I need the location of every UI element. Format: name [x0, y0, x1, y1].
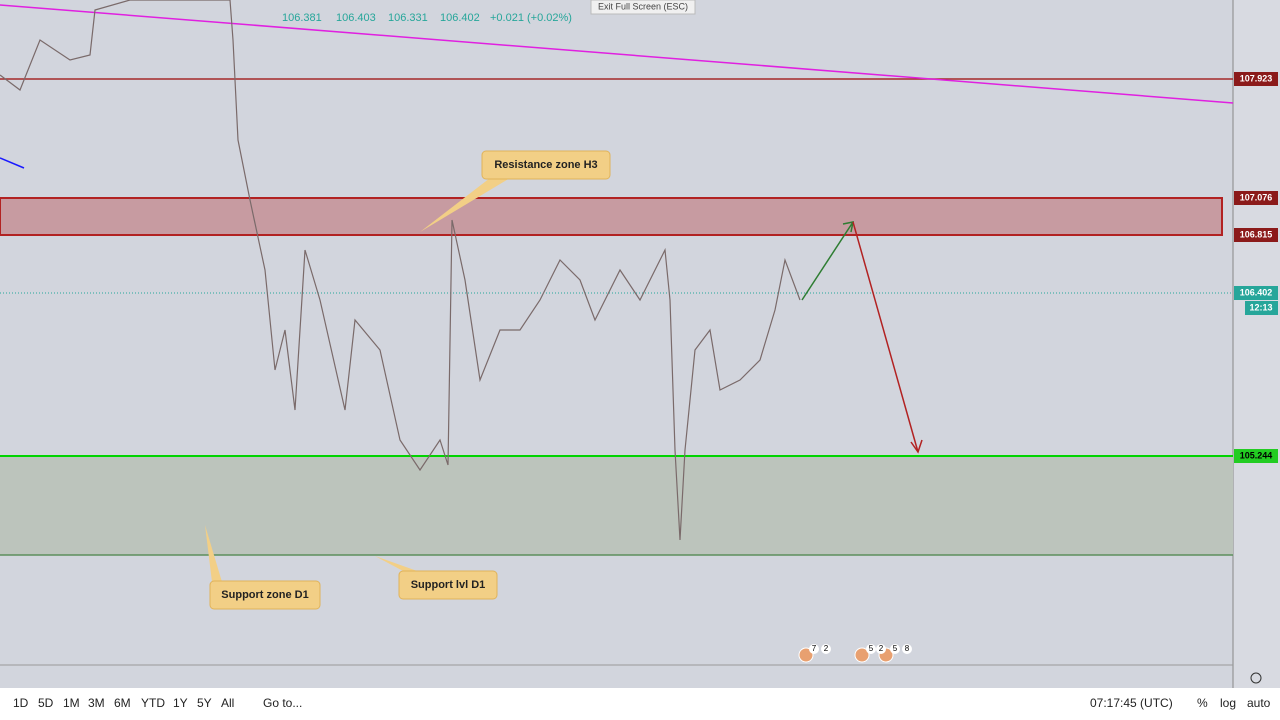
price-tag — [1234, 191, 1278, 205]
trend-line — [0, 4, 1234, 104]
price-label: 106.402 — [1240, 287, 1273, 297]
event-badge — [890, 644, 900, 654]
price-label: 106.815 — [1240, 229, 1273, 239]
price-tag — [1234, 228, 1278, 242]
ohlc-value: 106.403 — [336, 12, 376, 24]
down-arrow — [852, 221, 919, 453]
support-zone — [0, 456, 1233, 555]
range-button[interactable]: 1M — [63, 696, 80, 710]
annotation: Support zone D1 — [221, 589, 308, 601]
callout — [209, 580, 321, 610]
event-count: 5 — [893, 644, 898, 653]
callout-pointer — [420, 178, 510, 232]
clock: 07:17:45 (UTC) — [1090, 696, 1173, 710]
goto-button[interactable]: Go to... — [263, 696, 302, 710]
price-label: 105.244 — [1240, 450, 1273, 460]
range-button[interactable]: All — [221, 696, 234, 710]
range-button[interactable]: 5D — [38, 696, 54, 710]
event-badge — [821, 644, 831, 654]
log-toggle[interactable]: log — [1220, 696, 1236, 710]
exit-button-label[interactable]: Exit Full Screen (ESC) — [598, 1, 688, 11]
event-count: 8 — [905, 644, 910, 653]
price-tag — [1234, 286, 1278, 300]
exit-button[interactable] — [590, 0, 696, 15]
ohlc-change: +0.021 (+0.02%) — [490, 12, 572, 24]
event-badge — [809, 644, 819, 654]
percent-toggle[interactable]: % — [1197, 696, 1208, 710]
event-count: 2 — [824, 644, 829, 653]
event-count: 5 — [869, 644, 874, 653]
event-icon — [854, 647, 870, 663]
range-button[interactable]: 1D — [13, 696, 29, 710]
range-button[interactable]: 5Y — [197, 696, 212, 710]
ohlc-value: 106.381 — [282, 12, 322, 24]
toolbar — [0, 688, 1280, 720]
event-icon — [798, 647, 814, 663]
settings-icon[interactable] — [1250, 672, 1262, 684]
range-button[interactable]: 6M — [114, 696, 131, 710]
event-count: 7 — [812, 644, 817, 653]
ohlc-value: 106.331 — [388, 12, 428, 24]
price-label: 107.076 — [1240, 192, 1273, 202]
up-arrow — [801, 221, 854, 301]
event-badge — [902, 644, 912, 654]
price-tag — [1245, 301, 1278, 315]
chart-bg — [0, 0, 1233, 688]
annotation: Resistance zone H3 — [494, 159, 597, 171]
price-label: 107.923 — [1240, 73, 1273, 83]
countdown: 12:13 — [1249, 302, 1272, 312]
annotation: Support lvl D1 — [411, 579, 486, 591]
blue-line — [0, 157, 25, 169]
auto-toggle[interactable]: auto — [1247, 696, 1271, 710]
down-arrow-head — [910, 439, 923, 454]
range-button[interactable]: 1Y — [173, 696, 188, 710]
range-buttons: 1D 5D 1M 3M 6M YTD 1Y 5Y All — [13, 696, 234, 710]
range-button[interactable]: YTD — [141, 696, 165, 710]
callout — [398, 570, 498, 600]
event-count: 2 — [879, 644, 884, 653]
price-series — [0, 0, 801, 541]
event-badge — [876, 644, 886, 654]
resistance-zone — [0, 197, 1223, 236]
price-tag — [1234, 72, 1278, 86]
range-button[interactable]: 3M — [88, 696, 105, 710]
event-badge — [866, 644, 876, 654]
price-tag — [1234, 449, 1278, 463]
ohlc-value: 106.402 — [440, 12, 480, 24]
callout-pointer — [205, 525, 222, 582]
price-axis — [1233, 0, 1280, 688]
callout — [481, 150, 611, 180]
callout-pointer — [375, 556, 420, 572]
